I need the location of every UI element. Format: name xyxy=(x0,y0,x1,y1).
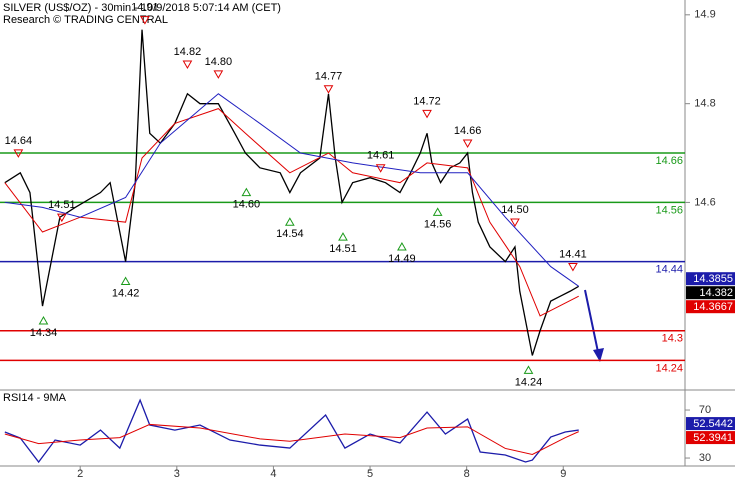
trough-marker xyxy=(120,276,131,286)
trough-label: 14.54 xyxy=(276,228,304,240)
last-value-label: 14.3855 xyxy=(693,273,733,285)
peak-label: 14.91 xyxy=(131,2,159,14)
x-tick-label: 3 xyxy=(174,468,180,480)
x-tick-label: 4 xyxy=(270,468,276,480)
last-value-box xyxy=(686,286,735,300)
peak-marker xyxy=(510,218,520,228)
trough-marker xyxy=(523,365,534,374)
series-line xyxy=(4,398,579,464)
x-tick-label: 9 xyxy=(560,468,566,480)
peak-marker xyxy=(140,16,150,25)
peak-marker xyxy=(375,164,386,173)
last-value-box xyxy=(686,431,735,445)
chart-subtitle: Research © TRADING CENTRAL xyxy=(3,14,168,26)
trough-label: 14.51 xyxy=(329,243,357,255)
series-line xyxy=(4,93,580,287)
peak-marker xyxy=(182,60,193,70)
peak-label: 14.51 xyxy=(48,199,76,211)
peak-label: 14.72 xyxy=(413,95,441,107)
series-line xyxy=(4,108,579,317)
rsi-title: RSI14 - 9MA xyxy=(3,392,67,404)
level-label: 14.44 xyxy=(655,264,683,276)
trough-label: 14.60 xyxy=(233,199,261,211)
forecast-arrow-head xyxy=(593,348,604,362)
last-value-box xyxy=(686,272,735,286)
y-tick-label: 14.9 xyxy=(694,9,715,21)
peak-label: 14.66 xyxy=(454,125,482,137)
y-tick-label: 14.8 xyxy=(694,98,715,110)
x-tick-label: 8 xyxy=(464,468,470,480)
peak-label: 14.80 xyxy=(205,56,233,68)
level-label: 14.56 xyxy=(655,204,683,216)
y-tick-label: 30 xyxy=(699,452,711,464)
last-value-label: 14.382 xyxy=(699,287,733,299)
trough-marker xyxy=(397,241,407,251)
chart-title: SILVER (US$/OZ) - 30min - 10/9/2018 5:07… xyxy=(3,2,281,14)
trough-label: 14.49 xyxy=(388,253,416,265)
peak-label: 14.82 xyxy=(174,46,202,58)
trough-label: 14.56 xyxy=(424,218,452,230)
peak-marker xyxy=(213,70,224,79)
forecast-arrow xyxy=(584,289,599,353)
peak-marker xyxy=(56,213,67,223)
x-tick-label: 2 xyxy=(77,468,83,480)
peak-marker xyxy=(13,149,24,158)
x-tick-label: 5 xyxy=(367,468,373,480)
peak-label: 14.64 xyxy=(5,135,33,147)
trough-marker xyxy=(338,232,348,241)
level-label: 14.66 xyxy=(655,155,683,167)
y-tick-label: 14.6 xyxy=(694,196,715,208)
peak-marker xyxy=(323,85,334,94)
peak-marker xyxy=(422,109,432,119)
level-label: 14.24 xyxy=(655,362,683,374)
last-value-box xyxy=(686,417,735,431)
trough-label: 14.24 xyxy=(515,376,543,388)
y-tick-label: 70 xyxy=(699,404,711,416)
peak-label: 14.77 xyxy=(315,71,343,83)
peak-marker xyxy=(462,139,473,149)
trough-label: 14.34 xyxy=(30,327,58,339)
peak-marker xyxy=(568,262,578,272)
last-value-label: 52.3941 xyxy=(693,432,733,444)
peak-label: 14.61 xyxy=(367,150,395,162)
last-value-label: 14.3667 xyxy=(693,301,733,313)
trough-marker xyxy=(38,316,49,325)
last-value-box xyxy=(686,300,735,314)
peak-label: 14.41 xyxy=(559,248,587,260)
trough-label: 14.42 xyxy=(112,287,140,299)
series-line xyxy=(4,423,579,455)
series-line xyxy=(4,29,580,356)
trough-marker xyxy=(432,207,443,216)
last-value-label: 52.5442 xyxy=(693,418,733,430)
level-label: 14.3 xyxy=(662,333,683,345)
trough-marker xyxy=(284,217,295,226)
peak-label: 14.50 xyxy=(501,204,529,216)
trough-marker xyxy=(241,187,252,197)
